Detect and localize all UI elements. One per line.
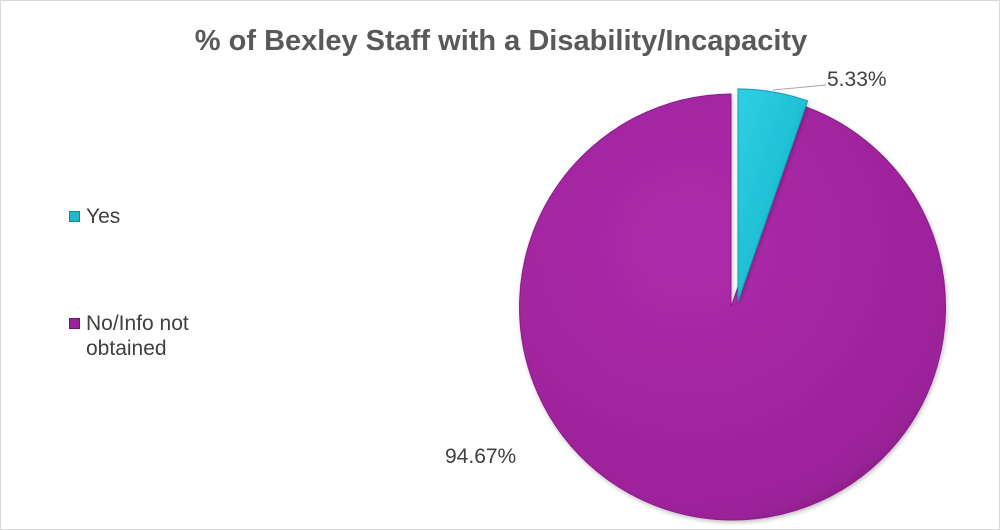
legend-item-yes[interactable]: Yes — [69, 204, 120, 229]
legend-item-no-info[interactable]: No/Info not obtained — [69, 311, 189, 361]
legend-swatch-yes-icon — [69, 211, 80, 222]
pie-slice-no-info[interactable] — [519, 93, 947, 521]
data-label-no-info: 94.67% — [445, 445, 517, 468]
pie-slice-yes[interactable] — [737, 88, 809, 302]
legend-swatch-no-info-icon — [69, 318, 80, 329]
chart-title: % of Bexley Staff with a Disability/Inca… — [194, 25, 808, 57]
legend-label-no-info: No/Info not obtained — [86, 312, 189, 360]
leader-line — [772, 84, 827, 91]
data-label-yes: 5.33% — [827, 68, 887, 91]
legend-label-yes: Yes — [86, 205, 121, 228]
